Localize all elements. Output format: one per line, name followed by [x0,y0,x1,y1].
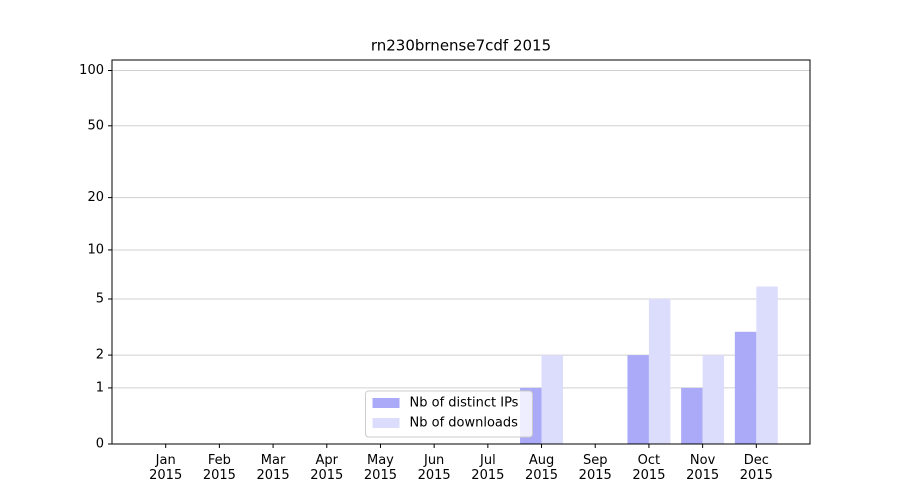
bar [627,355,649,444]
legend-box [365,390,533,438]
x-tick-label: Jul 2015 [471,453,505,483]
legend-swatch [372,398,400,408]
plot-frame [111,59,811,445]
x-tick-label: Aug 2015 [524,453,559,483]
x-tick-label: Oct 2015 [632,453,666,483]
bar [648,298,671,444]
bar [541,355,564,444]
y-tick-label: 5 [96,291,104,306]
y-tick-label: 100 [79,63,104,78]
legend-label: Nb of downloads [410,416,519,431]
y-tick-label: 50 [87,118,104,133]
y-tick-label: 10 [87,242,104,257]
y-tick-label: 20 [87,190,104,205]
x-tick-label: Jan 2015 [149,453,183,483]
x-tick-label: Nov 2015 [686,453,720,483]
y-tick-label: 0 [96,437,104,452]
x-tick-label: Apr 2015 [310,453,344,483]
x-tick-label: May 2015 [363,453,397,483]
y-tick-label: 1 [96,380,104,395]
legend-label: Nb of distinct IPs [410,396,519,411]
bar [702,355,725,444]
bar [734,331,757,444]
y-tick-label: 2 [96,348,104,363]
x-tick-label: Dec 2015 [739,453,773,483]
x-tick-label: Sep 2015 [578,453,612,483]
bar [681,387,703,444]
chart-title: rn230brnense7cdf 2015 [371,37,551,55]
bar [756,286,778,444]
x-tick-label: Jun 2015 [417,453,451,483]
x-tick-label: Feb 2015 [202,453,236,483]
x-tick-label: Mar 2015 [256,453,290,483]
legend-swatch [372,418,400,428]
